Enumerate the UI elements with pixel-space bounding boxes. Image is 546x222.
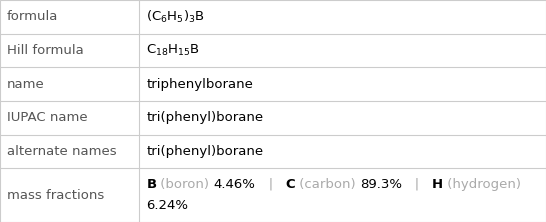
Text: $\mathrm{C_{18}H_{15}B}$: $\mathrm{C_{18}H_{15}B}$ bbox=[146, 43, 200, 58]
Text: tri(phenyl)borane: tri(phenyl)borane bbox=[146, 111, 264, 124]
Text: C: C bbox=[286, 178, 295, 191]
Text: |: | bbox=[256, 178, 286, 191]
Text: 89.3%: 89.3% bbox=[360, 178, 402, 191]
Text: Hill formula: Hill formula bbox=[7, 44, 84, 57]
Text: (carbon): (carbon) bbox=[295, 178, 360, 191]
Text: $\mathrm{(C_6H_5)_3B}$: $\mathrm{(C_6H_5)_3B}$ bbox=[146, 9, 205, 25]
Text: 6.24%: 6.24% bbox=[146, 199, 188, 212]
Text: 4.46%: 4.46% bbox=[213, 178, 256, 191]
Text: triphenylborane: triphenylborane bbox=[146, 78, 253, 91]
Text: IUPAC name: IUPAC name bbox=[7, 111, 88, 124]
Text: (hydrogen): (hydrogen) bbox=[443, 178, 521, 191]
Text: (boron): (boron) bbox=[157, 178, 213, 191]
Text: |: | bbox=[402, 178, 432, 191]
Text: tri(phenyl)borane: tri(phenyl)borane bbox=[146, 145, 264, 158]
Text: B: B bbox=[146, 178, 157, 191]
Text: name: name bbox=[7, 78, 45, 91]
Text: formula: formula bbox=[7, 10, 58, 23]
Text: H: H bbox=[432, 178, 443, 191]
Text: mass fractions: mass fractions bbox=[7, 189, 104, 202]
Text: alternate names: alternate names bbox=[7, 145, 117, 158]
